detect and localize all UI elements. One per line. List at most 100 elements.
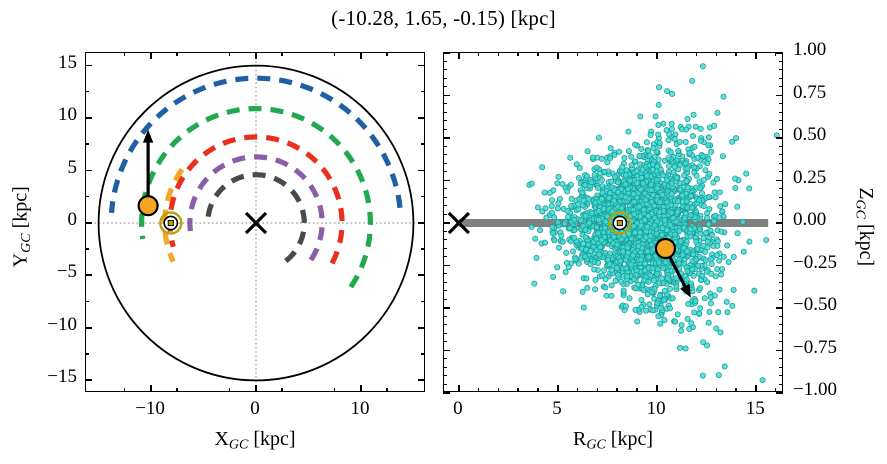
- z-tick-minor-left: [443, 154, 447, 156]
- z-tick-minor: [779, 273, 783, 275]
- z-tick-major: [776, 222, 783, 224]
- left-panel-xaxis-title: XGC [kpc]: [85, 428, 425, 454]
- r-tick-label: 5: [552, 398, 562, 419]
- r-tick-minor-top: [775, 52, 777, 56]
- x-tick-minor-top: [281, 52, 283, 56]
- r-tick-major-top: [755, 52, 757, 59]
- z-tick-minor: [779, 60, 783, 62]
- z-tick-minor: [779, 281, 783, 283]
- z-tick-minor-left: [443, 188, 447, 190]
- r-tick-label: 0: [453, 398, 463, 419]
- z-tick-minor-left: [443, 162, 447, 164]
- figure-title: (-10.28, 1.65, -0.15) [kpc]: [331, 6, 556, 30]
- z-tick-major: [776, 52, 783, 54]
- y-tick-major: [85, 64, 92, 67]
- r-tick-label: 15: [745, 398, 765, 419]
- r-tick-minor-top: [695, 52, 698, 56]
- z-tick-minor-left: [443, 298, 447, 300]
- z-tick-minor-left: [443, 332, 447, 334]
- zlabel-unit: [kpc]: [854, 218, 877, 267]
- rlabel-text: R: [573, 428, 587, 450]
- z-tick-minor: [779, 383, 783, 385]
- x-tick-major-top: [359, 52, 362, 59]
- r-tick-minor: [735, 388, 737, 392]
- z-tick-major: [776, 94, 783, 97]
- r-tick-minor: [616, 388, 618, 392]
- z-tick-minor: [779, 188, 783, 190]
- z-tick-minor: [779, 77, 783, 79]
- z-tick-minor-left: [443, 366, 447, 368]
- x-tick-minor-top: [333, 52, 336, 56]
- r-tick-minor: [537, 388, 539, 392]
- z-tick-minor: [779, 332, 783, 334]
- r-tick-major: [656, 385, 658, 392]
- z-tick-major-left: [443, 52, 450, 54]
- z-tick-minor: [779, 120, 783, 122]
- r-tick-minor-top: [477, 52, 480, 56]
- r-tick-minor-top: [616, 52, 618, 56]
- y-tick-major: [85, 169, 92, 172]
- x-tick-label: 10: [350, 398, 370, 419]
- z-tick-minor-left: [443, 324, 447, 326]
- z-tick-minor: [779, 111, 783, 113]
- x-tick-minor: [176, 388, 178, 392]
- x-tick-minor: [281, 388, 283, 392]
- x-tick-label: −10: [135, 398, 165, 419]
- z-tick-minor-left: [443, 247, 447, 249]
- xlabel-text: X: [214, 428, 229, 450]
- rlabel-unit: [kpc]: [605, 428, 653, 450]
- y-tick-label: −5: [56, 261, 77, 283]
- z-tick-minor: [779, 213, 783, 215]
- z-tick-label: 1.00: [793, 39, 827, 60]
- source-marker: [137, 195, 159, 217]
- left-panel-yaxis-title: YGC [kpc]: [9, 57, 35, 397]
- y-tick-major: [85, 326, 92, 329]
- galactic-center-marker: [244, 211, 268, 235]
- z-tick-minor-left: [443, 341, 447, 343]
- z-tick-label: −1.00: [793, 379, 837, 400]
- z-tick-minor: [779, 205, 783, 207]
- z-tick-label: 0.25: [793, 166, 827, 188]
- z-tick-minor: [779, 298, 783, 300]
- x-tick-minor: [333, 388, 336, 392]
- y-tick-label: 15: [58, 51, 77, 73]
- z-tick-major-left: [443, 222, 450, 224]
- z-tick-minor: [779, 375, 783, 377]
- z-tick-minor: [779, 128, 783, 130]
- z-tick-major-left: [443, 179, 450, 182]
- y-tick-major: [85, 222, 92, 224]
- z-tick-minor-left: [443, 128, 447, 130]
- right-panel-xaxis-title: RGC [kpc]: [443, 428, 783, 454]
- z-tick-label: 0.00: [793, 209, 827, 230]
- z-tick-minor: [779, 239, 783, 241]
- z-tick-minor-left: [443, 60, 447, 62]
- z-tick-label: −0.50: [793, 294, 837, 315]
- z-tick-major: [776, 392, 783, 394]
- r-tick-label: 10: [646, 398, 666, 419]
- ylabel-unit: [kpc]: [9, 186, 32, 234]
- left-panel-xy: [85, 52, 425, 392]
- z-tick-minor: [779, 171, 783, 173]
- y-tick-major: [85, 379, 92, 382]
- zlabel-subscript: GC: [852, 199, 868, 219]
- y-tick-minor: [85, 248, 89, 250]
- r-tick-minor-top: [517, 52, 519, 56]
- z-tick-minor: [779, 290, 783, 292]
- y-tick-minor-right: [421, 353, 425, 355]
- z-tick-minor-left: [443, 239, 447, 241]
- left-velocity-arrow: [142, 129, 154, 206]
- z-tick-minor: [779, 264, 783, 266]
- z-tick-minor-left: [443, 86, 447, 88]
- y-tick-major-right: [418, 64, 425, 67]
- z-tick-label: −0.25: [793, 251, 837, 273]
- r-tick-minor: [576, 388, 579, 392]
- galactic-center-marker: [447, 211, 471, 235]
- y-tick-major: [85, 274, 92, 277]
- z-tick-minor-left: [443, 205, 447, 207]
- z-tick-minor-left: [443, 196, 447, 198]
- r-tick-minor-top: [537, 52, 539, 56]
- y-tick-major: [85, 117, 92, 119]
- x-tick-label: 0: [250, 398, 260, 419]
- r-tick-major: [457, 385, 460, 392]
- y-tick-label: −15: [47, 366, 77, 388]
